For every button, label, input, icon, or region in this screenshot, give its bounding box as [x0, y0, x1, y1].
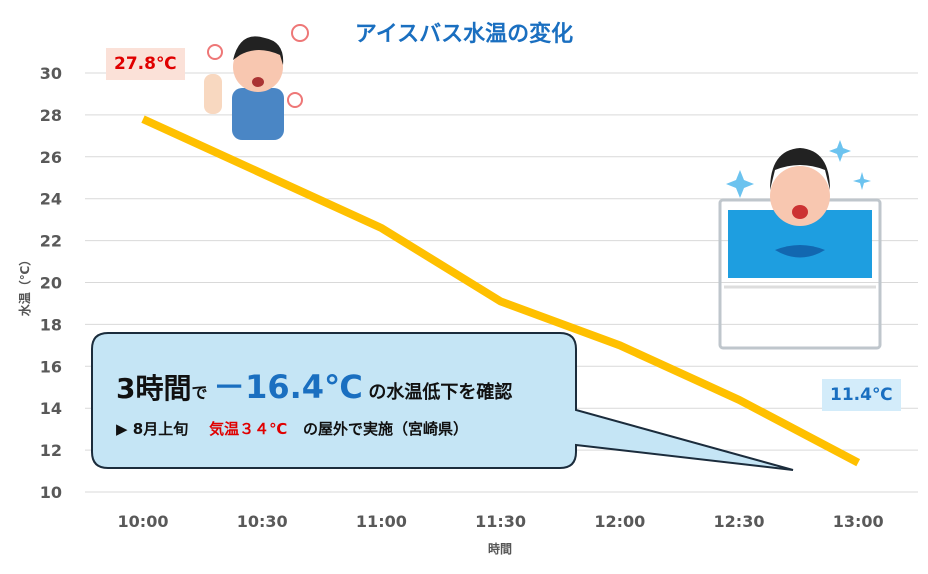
y-tick-label: 22: [40, 232, 62, 251]
callout-location: の屋外で実施（宮崎県）: [302, 420, 468, 438]
end-value-label: 11.4℃: [822, 379, 901, 411]
x-tick-label: 10:30: [237, 512, 288, 531]
x-tick-label: 10:00: [118, 512, 169, 531]
callout-hours: 3時間: [116, 372, 192, 405]
callout-air-temp: 気温３４℃: [209, 420, 288, 438]
y-tick-label: 16: [40, 357, 62, 376]
y-tick-label: 10: [40, 483, 62, 502]
ice-bath-illustration: [718, 140, 882, 350]
y-tick-label: 20: [40, 274, 62, 293]
x-tick-label: 11:30: [475, 512, 526, 531]
x-tick-label: 11:00: [356, 512, 407, 531]
y-tick-label: 18: [40, 315, 62, 334]
x-tick-label: 12:30: [714, 512, 765, 531]
y-tick-label: 12: [40, 441, 62, 460]
callout-text: 3時間で －16.4℃ の水温低下を確認 ▶ 8月上旬 気温３４℃ の屋外で実施…: [116, 362, 576, 439]
hot-person-illustration: [204, 24, 309, 140]
y-axis-label: 水温（℃）: [17, 254, 32, 317]
y-tick-label: 24: [40, 190, 62, 209]
x-tick-label: 13:00: [833, 512, 884, 531]
callout-de: で: [191, 383, 208, 402]
chart-title: アイスバス水温の変化: [354, 22, 574, 47]
x-axis-label: 時間: [488, 541, 512, 556]
callout-rest: の水温低下を確認: [368, 382, 513, 403]
y-tick-label: 14: [40, 399, 62, 418]
x-tick-label: 12:00: [594, 512, 645, 531]
y-tick-label: 30: [40, 64, 62, 83]
start-value-label: 27.8℃: [106, 48, 185, 80]
callout-value: －16.4℃: [213, 368, 363, 406]
y-tick-label: 26: [40, 148, 62, 167]
callout-date: ▶ 8月上旬: [116, 420, 189, 438]
callout-bubble: [91, 332, 794, 471]
y-tick-label: 28: [40, 106, 62, 125]
